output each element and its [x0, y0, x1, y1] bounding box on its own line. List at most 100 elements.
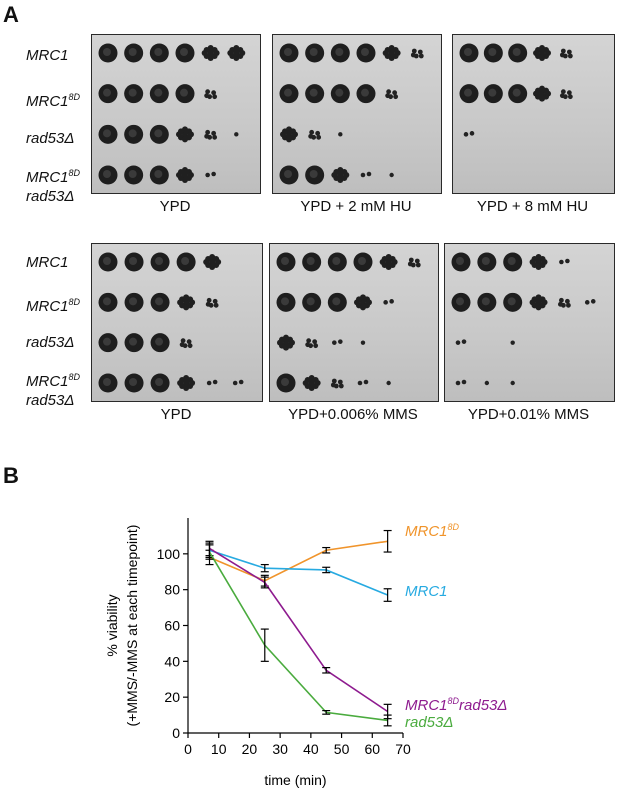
x-tick-label-0: 0 — [184, 741, 192, 757]
set2-plate-2-spot-r2-c4 — [353, 294, 372, 311]
set2-plate-1-spot-r4-c4 — [177, 375, 196, 391]
set1-plate-3-spot-r2-c3 — [508, 84, 528, 104]
set2-plate-2-spot-r2-c2 — [302, 292, 322, 312]
set2-plate-2-spot-r1-c5 — [379, 254, 398, 270]
set2-plate-3-spots — [451, 252, 596, 386]
set2-strain-label-1: MRC1 — [26, 254, 69, 271]
series-4-line — [208, 551, 388, 722]
set1-plate-1-spot-r3-c1 — [98, 124, 118, 144]
set2-plate-3-spot-r4-c2 — [484, 380, 490, 386]
set1-plate-3-spot-r1-c4 — [533, 45, 552, 61]
set1-plate-2-spot-r3-c1 — [280, 126, 298, 143]
set1-plate-2-label: YPD + 2 mM HU — [300, 198, 412, 215]
set2-plate-3 — [444, 243, 615, 402]
set1-plate-1-spot-r4-c5 — [205, 171, 216, 178]
set1-plate-3-spots — [459, 43, 573, 137]
series-2-label: MRC1 — [405, 583, 448, 600]
series-3-label: MRC18Drad53Δ — [405, 696, 507, 714]
series-2-errorbar-3 — [322, 566, 331, 574]
set1-plate-2-spot-r1-c3 — [330, 43, 350, 63]
set1-plate-1-spot-r2-c5 — [204, 89, 218, 100]
series-4-errorbar-4 — [383, 714, 392, 727]
set2-plate-2-spot-r4-c4 — [357, 379, 369, 386]
set2-plate-2-spot-r2-c1 — [276, 292, 296, 312]
set2-plate-2-spots — [276, 252, 421, 393]
series-2-errorbar-4 — [383, 588, 392, 602]
series-3-errorbar-2 — [260, 576, 269, 589]
y-tick-label-60: 60 — [164, 618, 180, 634]
set2-plate-1-spot-r2-c1 — [98, 292, 118, 312]
set1-plate-1-spot-r2-c4 — [175, 84, 195, 104]
series-4-label: rad53Δ — [405, 714, 453, 731]
set2-plate-2-spot-r4-c1 — [276, 373, 296, 393]
series-3-line — [209, 547, 389, 713]
set1-plate-1-spot-r3-c6 — [234, 132, 239, 137]
set2-plate-1-spot-r2-c2 — [124, 292, 144, 312]
set1-plate-3-label: YPD + 8 mM HU — [476, 198, 589, 215]
y-tick-label-100: 100 — [157, 546, 181, 562]
set2-plate-3-spot-r3-c3 — [510, 340, 515, 345]
set1-plate-2-spot-r1-c5 — [382, 45, 401, 61]
set1-plate-2-spot-r3-c3 — [338, 132, 343, 137]
set2-plate-3-spot-r2-c1 — [451, 292, 471, 312]
set2-plate-1-spot-r1-c2 — [124, 252, 144, 272]
set1-plate-2-spot-r4-c3 — [331, 167, 350, 183]
set2-plate-1-spot-r1-c4 — [176, 252, 196, 272]
set1-plate-1-spot-r1-c5 — [201, 45, 220, 61]
set2-plate-1-spot-r3-c3 — [150, 333, 170, 353]
set1-plate-3-spot-r2-c2 — [483, 84, 503, 104]
series-2-line — [209, 549, 388, 596]
set1-plate-2-spot-r4-c1 — [279, 165, 299, 185]
y-tick-label-0: 0 — [172, 725, 180, 741]
set1-plate-3-spot-r1-c2 — [483, 43, 503, 63]
set2-plate-3-spot-r2-c6 — [584, 299, 596, 305]
x-tick-label-30: 30 — [272, 741, 288, 757]
set2-plate-2-spot-r3-c4 — [360, 340, 366, 345]
set2-plate-1-spot-r1-c1 — [98, 252, 118, 272]
set2-plate-1-spot-r1-c5 — [203, 254, 222, 270]
set2-plate-3-spot-r1-c5 — [559, 258, 570, 265]
set1-plate-1-spot-r2-c1 — [98, 84, 118, 104]
set1-plate-3-spot-r2-c5 — [559, 89, 573, 100]
set1-plate-2-spot-r2-c2 — [305, 84, 325, 104]
set2-plate-3-spot-r1-c2 — [477, 252, 497, 272]
set2-plate-1-spot-r2-c5 — [205, 297, 219, 308]
set1-plate-1-spots — [98, 43, 246, 185]
x-tick-label-50: 50 — [334, 741, 350, 757]
set1-plate-1-spot-r1-c4 — [175, 43, 195, 63]
set2-plate-2 — [269, 243, 439, 402]
set1-plate-2-spot-r2-c4 — [356, 84, 376, 104]
set2-plate-3-spot-r2-c2 — [477, 292, 497, 312]
set1-strain-label-3: rad53Δ — [26, 130, 75, 147]
x-tick-label-40: 40 — [303, 741, 319, 757]
set2-plate-1-spot-r3-c4 — [179, 338, 193, 349]
set2-plate-2-spot-r1-c3 — [327, 252, 347, 272]
set1-plate-2-spot-r4-c4 — [360, 171, 372, 178]
x-tick-label-70: 70 — [395, 741, 411, 757]
set1-plate-2-spot-r3-c2 — [308, 129, 322, 140]
y-axis-label-line1: % viability — [104, 594, 120, 656]
set2-plate-1-spot-r3-c2 — [124, 333, 144, 353]
series-1: MRC18D — [205, 522, 460, 587]
set1-plate-1-spot-r3-c4 — [175, 126, 194, 143]
series-2-errorbar-2 — [260, 563, 269, 573]
set2-strain-label-2: MRC18D — [26, 297, 81, 315]
set2-plate-1-spot-r4-c2 — [124, 373, 144, 393]
set2-plate-3-spot-r1-c4 — [529, 254, 548, 270]
set2-plate-2-spot-r4-c2 — [302, 375, 321, 391]
series-1-errorbar-3 — [322, 546, 331, 554]
set1-plate-2-spot-r2-c5 — [385, 89, 399, 100]
set1-plate-3-spot-r1-c1 — [459, 43, 479, 63]
set1-plate-3-spot-r3-c1 — [463, 131, 475, 137]
set2-plate-1-spot-r4-c6 — [232, 379, 244, 386]
set1-plate-1-spot-r1-c3 — [149, 43, 169, 63]
set2-plate-1-spot-r4-c3 — [150, 373, 170, 393]
set1-plate-3-spot-r2-c1 — [459, 84, 479, 104]
set1-plate-2-spot-r1-c1 — [279, 43, 299, 63]
set1-plate-1-spot-r4-c3 — [149, 165, 169, 185]
set1-plate-1 — [91, 34, 261, 194]
set1-plate-1-spot-r2-c3 — [149, 84, 169, 104]
set1-plate-1-spot-r1-c1 — [98, 43, 118, 63]
set1-plate-3 — [452, 34, 615, 194]
